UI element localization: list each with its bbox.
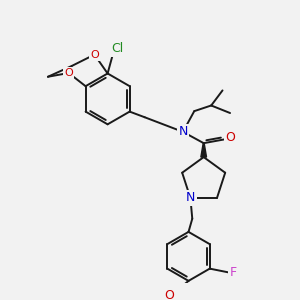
Text: N: N — [178, 125, 188, 138]
Text: O: O — [164, 290, 174, 300]
Text: F: F — [230, 266, 237, 279]
Text: N: N — [186, 191, 195, 205]
Text: Cl: Cl — [111, 43, 123, 56]
Text: O: O — [225, 131, 235, 144]
Text: O: O — [90, 50, 99, 60]
Polygon shape — [201, 143, 206, 157]
Text: O: O — [64, 68, 73, 78]
